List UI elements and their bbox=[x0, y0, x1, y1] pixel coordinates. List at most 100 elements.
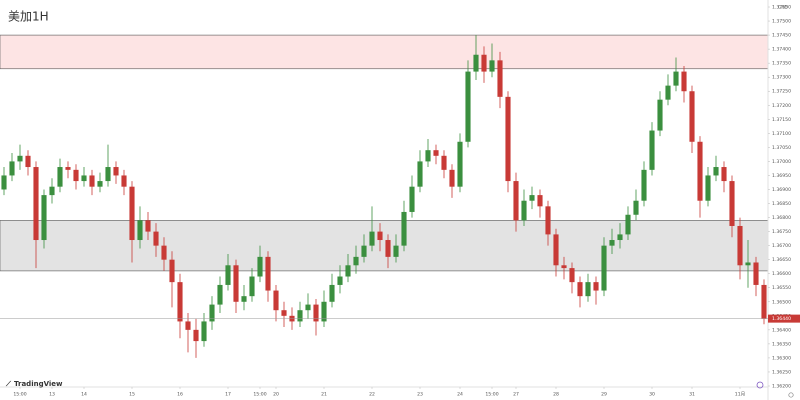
zones bbox=[0, 34, 769, 272]
candle-body bbox=[305, 304, 311, 311]
candle-body bbox=[489, 60, 495, 72]
candle-body bbox=[65, 167, 71, 170]
candle-body bbox=[553, 234, 559, 266]
candle-body bbox=[153, 231, 159, 246]
candle-body bbox=[409, 186, 415, 212]
brand: TradingView bbox=[14, 380, 63, 388]
x-tick-label: 14 bbox=[81, 392, 87, 398]
y-tick-label: 1.37000 bbox=[772, 159, 791, 165]
y-tick-label: 1.37400 bbox=[772, 47, 791, 53]
x-tick-label: 28 bbox=[553, 392, 559, 398]
candle-body bbox=[657, 99, 663, 131]
candle-body bbox=[225, 265, 231, 285]
candle-body bbox=[449, 169, 455, 187]
candle-body bbox=[257, 256, 263, 277]
candle-body bbox=[753, 262, 759, 285]
y-tick-label: 1.36650 bbox=[772, 257, 791, 263]
x-tick-label: 30 bbox=[649, 392, 655, 398]
replay-button[interactable] bbox=[756, 381, 764, 389]
x-tick-label: 23 bbox=[417, 392, 423, 398]
logo-mark: ⟋ bbox=[5, 380, 12, 388]
candle-body bbox=[377, 231, 383, 241]
candle-body bbox=[641, 169, 647, 201]
x-tick-label: 15:00 bbox=[253, 392, 266, 398]
y-tick-label: 1.36500 bbox=[772, 299, 791, 305]
candle-body bbox=[329, 284, 335, 302]
y-tick-label: 1.37500 bbox=[772, 19, 791, 25]
plot bbox=[1, 35, 767, 358]
candle-body bbox=[201, 321, 207, 342]
candle-body bbox=[345, 265, 351, 277]
x-tick-label: 24 bbox=[457, 392, 463, 398]
candle-body bbox=[545, 206, 551, 235]
candle-body bbox=[729, 181, 735, 226]
candle-body bbox=[569, 268, 575, 283]
candle-body bbox=[313, 304, 319, 322]
candle-body bbox=[473, 54, 479, 72]
candle-body bbox=[721, 167, 727, 182]
candle-body bbox=[673, 71, 679, 86]
candle-body bbox=[737, 225, 743, 266]
candle-body bbox=[81, 175, 87, 182]
y-tick-label: 1.36850 bbox=[772, 201, 791, 207]
candle-body bbox=[169, 259, 175, 283]
candle-body bbox=[217, 284, 223, 305]
candle-body bbox=[457, 141, 463, 187]
y-tick-label: 1.37250 bbox=[772, 89, 791, 95]
candle-body bbox=[633, 200, 639, 215]
y-tick-label: 1.36200 bbox=[772, 384, 791, 390]
x-tick-label: 27 bbox=[513, 392, 519, 398]
candle-body bbox=[73, 169, 79, 182]
candle-body bbox=[41, 195, 47, 241]
y-tick-label: 1.37200 bbox=[772, 103, 791, 109]
candle-body bbox=[617, 234, 623, 241]
last-price-label: 1.36440 bbox=[772, 316, 791, 322]
zone bbox=[0, 220, 769, 272]
settings-button[interactable] bbox=[788, 392, 794, 398]
candle-body bbox=[337, 276, 343, 285]
candle-body bbox=[1, 175, 7, 190]
candle-body bbox=[137, 220, 143, 241]
candle-body bbox=[129, 186, 135, 241]
y-tick-label: 1.36400 bbox=[772, 327, 791, 333]
candle-body bbox=[665, 85, 671, 100]
candle-body bbox=[89, 175, 95, 187]
candle-body bbox=[265, 256, 271, 291]
candle-body bbox=[185, 321, 191, 330]
candle-body bbox=[609, 240, 615, 246]
candle-body bbox=[161, 245, 167, 260]
currency: CAD bbox=[778, 5, 788, 11]
candle-body bbox=[25, 155, 31, 168]
candle-body bbox=[425, 150, 431, 162]
y-tick-label: 1.37300 bbox=[772, 75, 791, 81]
candle-body bbox=[521, 200, 527, 221]
candle-body bbox=[465, 71, 471, 142]
candle-body bbox=[297, 310, 303, 322]
candle-body bbox=[249, 276, 255, 297]
candle-body bbox=[17, 155, 23, 162]
candle-body bbox=[713, 167, 719, 176]
candle-body bbox=[593, 282, 599, 291]
candle-body bbox=[745, 262, 751, 266]
y-tick-label: 1.37350 bbox=[772, 61, 791, 67]
x-tick-label: 13 bbox=[49, 392, 55, 398]
candle-body bbox=[697, 141, 703, 201]
candle-body bbox=[241, 296, 247, 302]
candle-body bbox=[441, 155, 447, 170]
y-tick-label: 1.36800 bbox=[772, 215, 791, 221]
candle-body bbox=[321, 301, 327, 322]
candle-body bbox=[353, 256, 359, 266]
candle-body bbox=[121, 175, 127, 187]
y-tick-label: 1.36700 bbox=[772, 243, 791, 249]
y-tick-label: 1.36950 bbox=[772, 173, 791, 179]
candle-body bbox=[113, 167, 119, 176]
x-tick-label: 15:00 bbox=[13, 392, 26, 398]
x-tick-label: 20 bbox=[273, 392, 279, 398]
candle-body bbox=[433, 150, 439, 156]
zone bbox=[0, 34, 769, 70]
x-tick-label: 31 bbox=[689, 392, 695, 398]
candle-body bbox=[369, 231, 375, 246]
candle-body bbox=[281, 310, 287, 316]
